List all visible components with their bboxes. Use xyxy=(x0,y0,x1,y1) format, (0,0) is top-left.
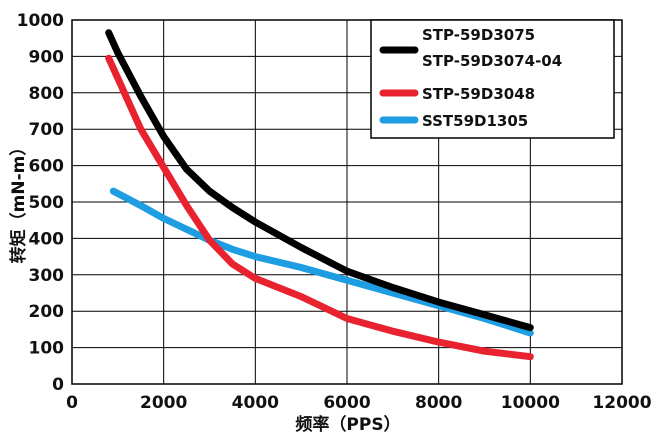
x-tick-label: 12000 xyxy=(592,393,651,413)
legend-label: STP-59D3074-04 xyxy=(422,52,562,70)
plot-frame xyxy=(71,19,623,385)
y-tick-label: 400 xyxy=(29,229,65,249)
x-tick-label: 0 xyxy=(66,393,78,413)
legend: STP-59D3075 STP-59D3074-04 STP-59D3048 SST5… xyxy=(370,19,615,139)
y-tick-label: 0 xyxy=(52,375,64,395)
series-line-stp-59d3075 xyxy=(105,29,534,332)
y-axis-title: 转矩（mN-m） xyxy=(8,139,29,264)
y-tick-labels: 0 100 200 300 400 500 600 700 800 900 1000 xyxy=(17,11,64,395)
x-tick-label: 6000 xyxy=(323,393,370,413)
y-tick-label: 900 xyxy=(29,47,65,67)
x-tick-label: 10000 xyxy=(501,393,560,413)
legend-label: SST59D1305 xyxy=(422,112,528,130)
y-tick-label: 1000 xyxy=(17,11,64,31)
legend-box xyxy=(370,19,615,139)
y-tick-label: 700 xyxy=(29,120,65,140)
y-tick-label: 800 xyxy=(29,84,65,104)
x-tick-label: 4000 xyxy=(232,393,279,413)
series-line-stp-59d3048 xyxy=(105,54,534,361)
x-axis-title: 频率（PPS） xyxy=(295,414,400,435)
series-lines xyxy=(105,29,534,361)
legend-label: STP-59D3048 xyxy=(422,85,535,103)
y-tick-label: 300 xyxy=(29,266,65,286)
y-tick-label: 200 xyxy=(29,302,65,322)
legend-label: STP-59D3075 xyxy=(422,26,535,44)
y-tick-label: 500 xyxy=(29,193,65,213)
x-tick-labels: 0 2000 4000 6000 8000 10000 12000 xyxy=(66,393,651,413)
x-tick-label: 2000 xyxy=(140,393,187,413)
x-tick-label: 8000 xyxy=(415,393,462,413)
y-tick-label: 100 xyxy=(29,339,65,359)
y-tick-label: 600 xyxy=(29,157,65,177)
